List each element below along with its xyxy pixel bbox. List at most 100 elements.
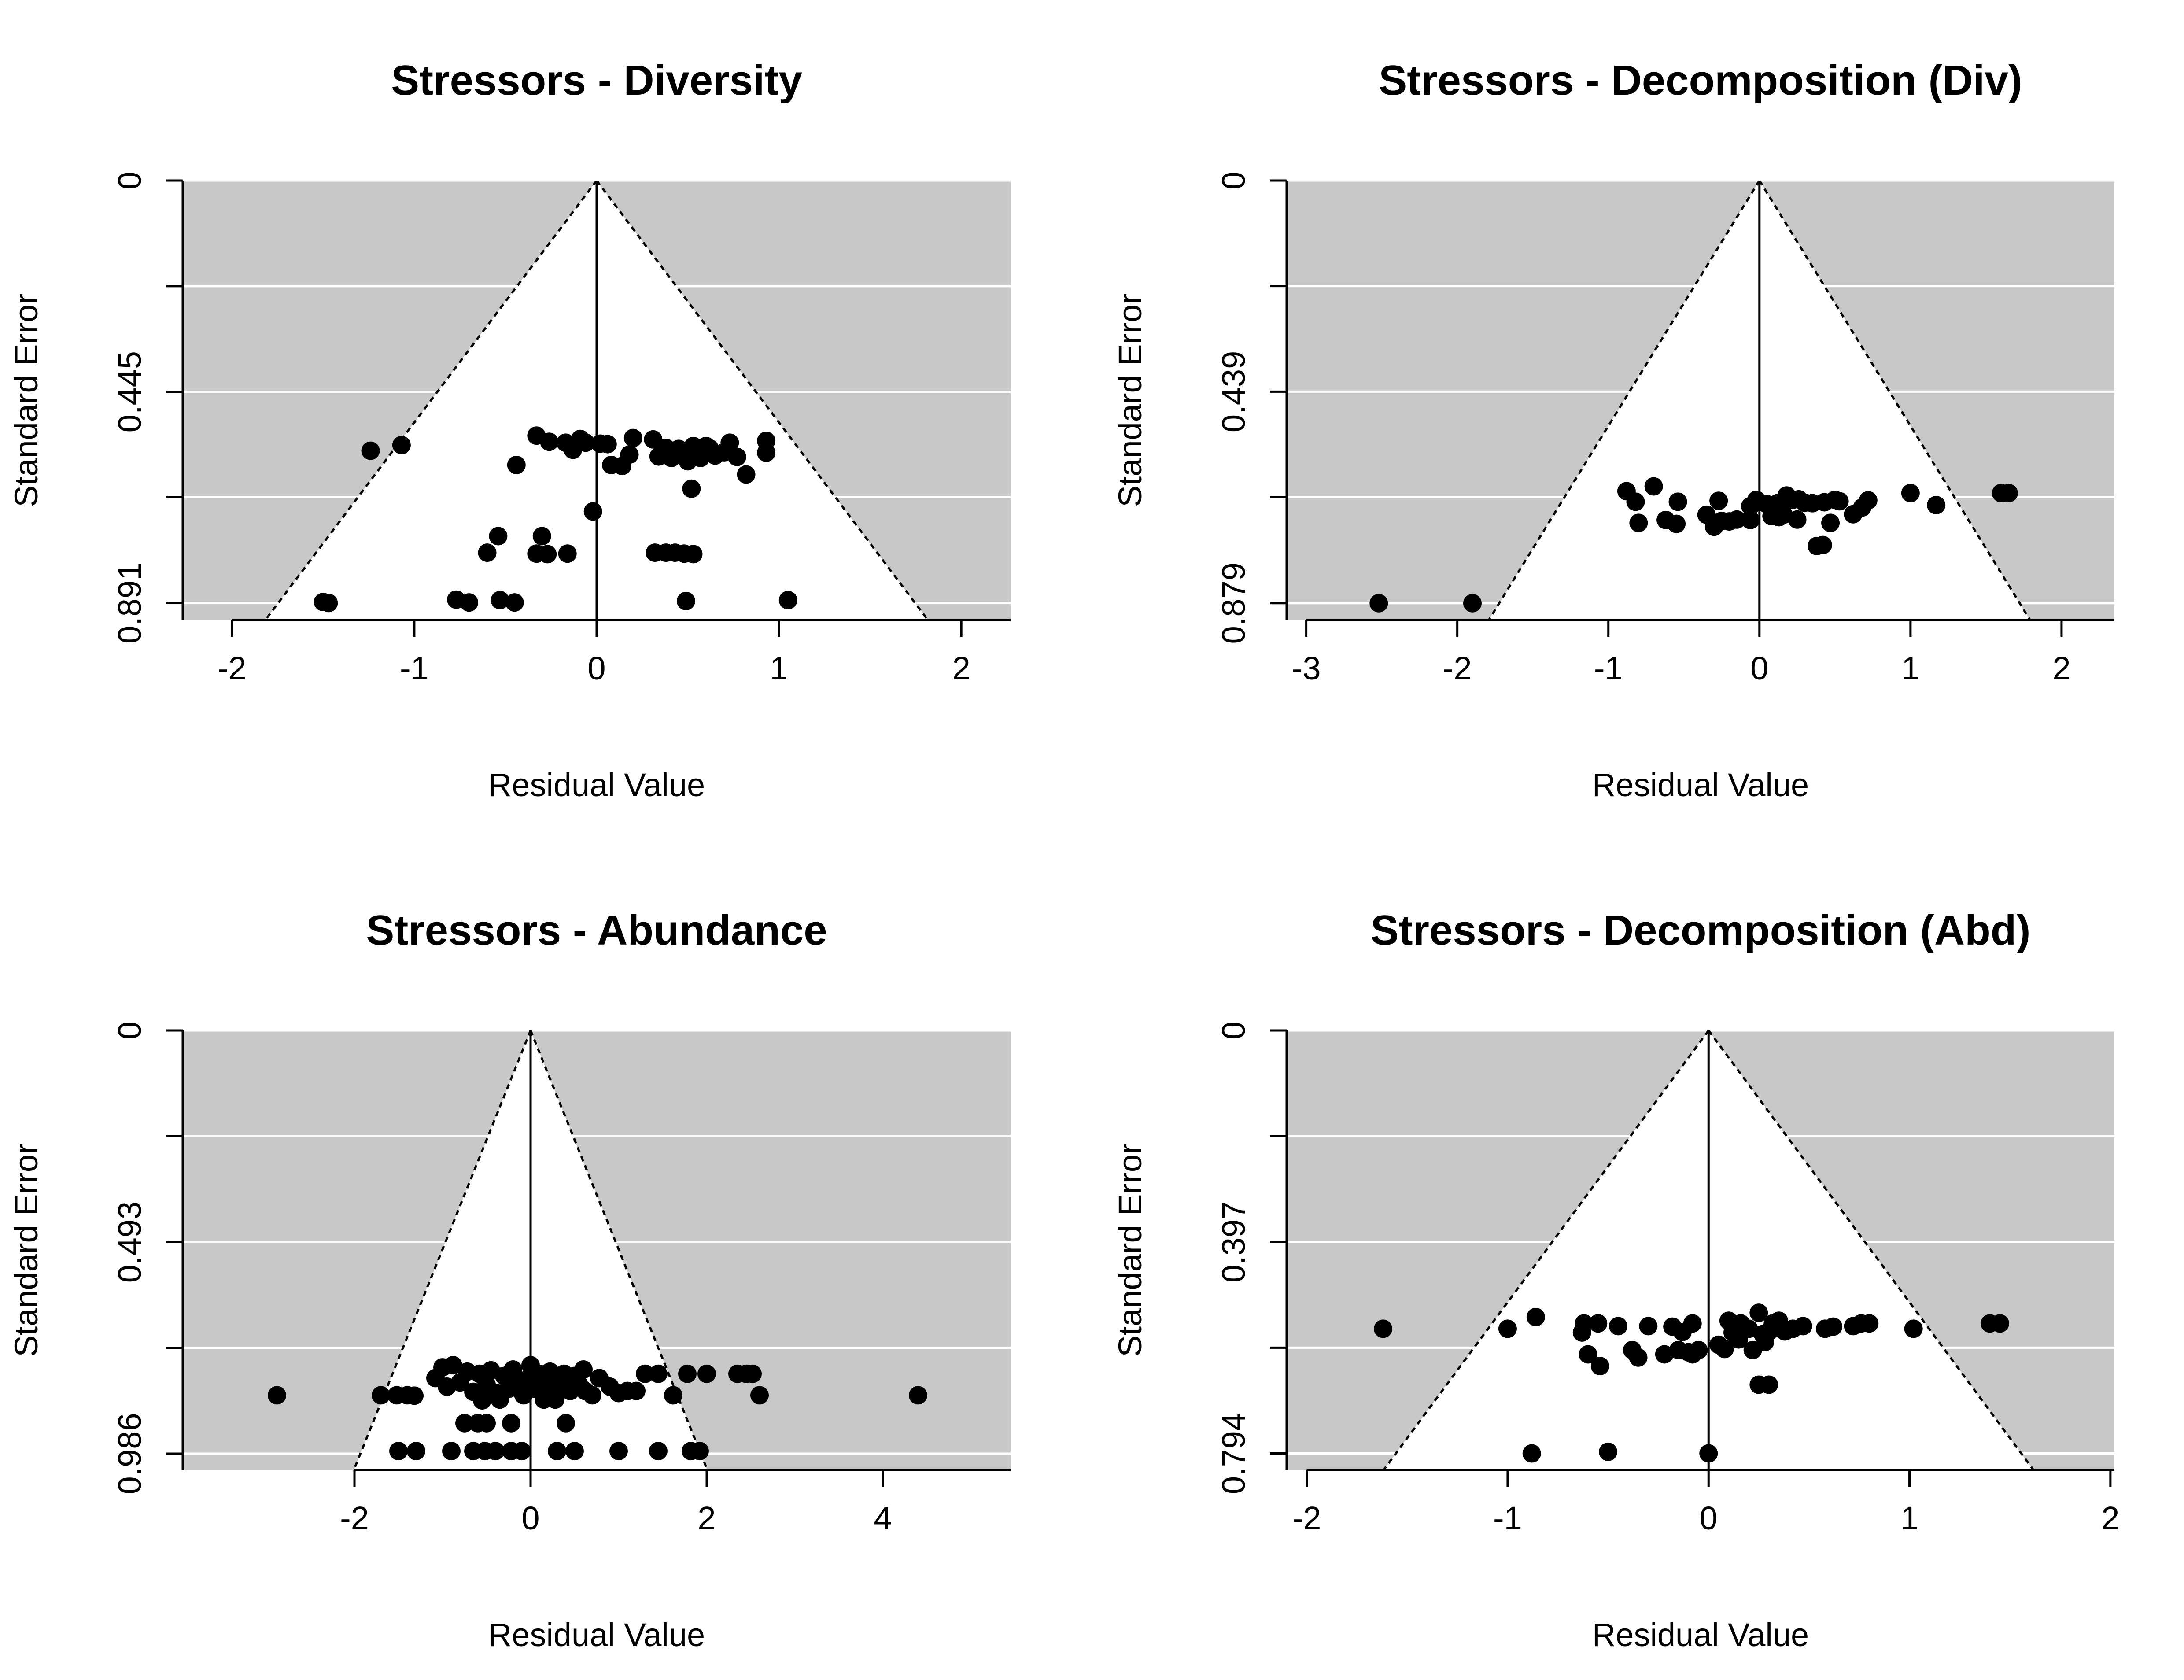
data-point: [676, 591, 695, 610]
data-point: [502, 1414, 520, 1433]
x-tick-label: 1: [1901, 650, 1919, 687]
data-point: [565, 1442, 584, 1461]
data-point: [268, 1386, 286, 1405]
chart-title: Stressors - Decomposition (Div): [1379, 57, 2022, 104]
data-point: [543, 1381, 562, 1400]
data-point: [1463, 594, 1482, 613]
data-point: [1667, 514, 1686, 533]
data-point: [473, 1391, 491, 1410]
data-point: [1727, 510, 1746, 529]
data-point: [1683, 1345, 1702, 1364]
x-axis-label: Residual Value: [488, 1617, 705, 1653]
y-tick-label: 0.439: [1215, 351, 1252, 432]
data-point: [478, 543, 497, 562]
data-point: [1644, 477, 1663, 496]
data-point: [678, 1364, 697, 1383]
panel-4: -2 -1 0 1 2 0 0.397 0.794 Stressors - Decomposit…: [1112, 907, 2119, 1653]
chart-title: Stressors - Decomposition (Abd): [1371, 907, 2031, 954]
x-tick-label: -1: [400, 650, 429, 687]
data-point: [392, 436, 411, 454]
data-point: [455, 1414, 474, 1433]
data-point: [727, 447, 746, 466]
data-point: [489, 527, 508, 546]
data-point: [909, 1386, 927, 1405]
y-tick-label: 0.493: [111, 1201, 148, 1283]
data-point: [669, 444, 688, 463]
data-point: [1770, 508, 1789, 527]
data-point: [700, 439, 719, 458]
x-tick-label: 0: [521, 1500, 539, 1536]
x-tick-label: 1: [1900, 1500, 1918, 1536]
x-tick-label: 0: [1750, 650, 1768, 687]
data-point: [1683, 1314, 1702, 1333]
data-point: [664, 1386, 682, 1405]
y-tick-label: 0.794: [1215, 1413, 1252, 1494]
data-point: [486, 1442, 505, 1461]
data-point: [598, 435, 617, 454]
data-point: [1813, 535, 1832, 554]
funnel-line-left: [264, 181, 598, 620]
data-point: [460, 593, 479, 612]
y-tick-label: 0: [111, 1021, 148, 1039]
data-point: [649, 1364, 668, 1383]
x-tick-label: -3: [1292, 650, 1321, 687]
funnel-line-left: [353, 1030, 532, 1470]
data-point: [1575, 1314, 1594, 1333]
y-axis-label: Standard Error: [1112, 293, 1148, 507]
data-point: [1749, 1303, 1768, 1322]
data-point: [1599, 1442, 1618, 1461]
data-point: [1590, 1357, 1609, 1376]
data-point: [319, 594, 338, 613]
data-point: [1626, 492, 1645, 511]
x-tick-label: 0: [1700, 1500, 1718, 1536]
data-point: [1589, 1314, 1608, 1333]
data-point: [1769, 1311, 1788, 1330]
data-point: [1756, 1333, 1774, 1351]
data-point: [720, 433, 739, 452]
data-point: [548, 1442, 566, 1461]
data-point: [1821, 513, 1840, 532]
data-point: [1927, 496, 1946, 515]
data-point: [690, 1442, 709, 1461]
chart-title: Stressors - Diversity: [391, 57, 802, 104]
data-point: [1579, 1345, 1597, 1364]
data-point: [1990, 1314, 2009, 1333]
data-point: [576, 1381, 594, 1400]
data-point: [1629, 1348, 1648, 1367]
funnel-line-right: [529, 1030, 708, 1470]
data-point: [407, 1442, 425, 1461]
x-tick-label: 2: [2052, 650, 2070, 687]
data-point: [1608, 1317, 1627, 1336]
y-axis-label: Standard Error: [8, 1143, 44, 1357]
funnel-line-right: [1708, 1030, 2035, 1470]
data-point: [557, 1414, 575, 1433]
x-tick-label: 0: [587, 650, 605, 687]
data-point: [1859, 491, 1878, 510]
x-tick-label: 4: [874, 1500, 892, 1536]
data-point: [1526, 1307, 1545, 1326]
x-tick-label: 2: [697, 1500, 716, 1536]
data-point: [558, 544, 577, 563]
panel-1: -2 -1 0 1 2 0 0.445 0.891 Stressors - Diversity R…: [8, 57, 1011, 803]
data-point: [442, 1442, 461, 1461]
y-tick-label: 0.879: [1215, 562, 1252, 644]
data-point: [1793, 1317, 1812, 1336]
data-point: [636, 1364, 654, 1383]
data-point: [1498, 1319, 1517, 1338]
data-point: [444, 1356, 462, 1375]
y-axis-label: Standard Error: [1112, 1143, 1148, 1357]
funnel-line-left: [1383, 1030, 1710, 1470]
y-tick-label: 0.986: [111, 1413, 148, 1494]
y-tick-label: 0.397: [1215, 1201, 1252, 1283]
x-tick-label: 1: [770, 650, 788, 687]
y-tick-label: 0: [1215, 171, 1252, 189]
data-point: [513, 1442, 531, 1461]
data-point: [684, 545, 703, 564]
data-point: [1729, 1330, 1748, 1349]
data-point: [513, 1382, 531, 1401]
x-tick-label: 2: [952, 650, 970, 687]
data-point: [1788, 510, 1807, 529]
x-tick-label: -2: [1443, 650, 1472, 687]
data-point: [750, 1386, 769, 1405]
